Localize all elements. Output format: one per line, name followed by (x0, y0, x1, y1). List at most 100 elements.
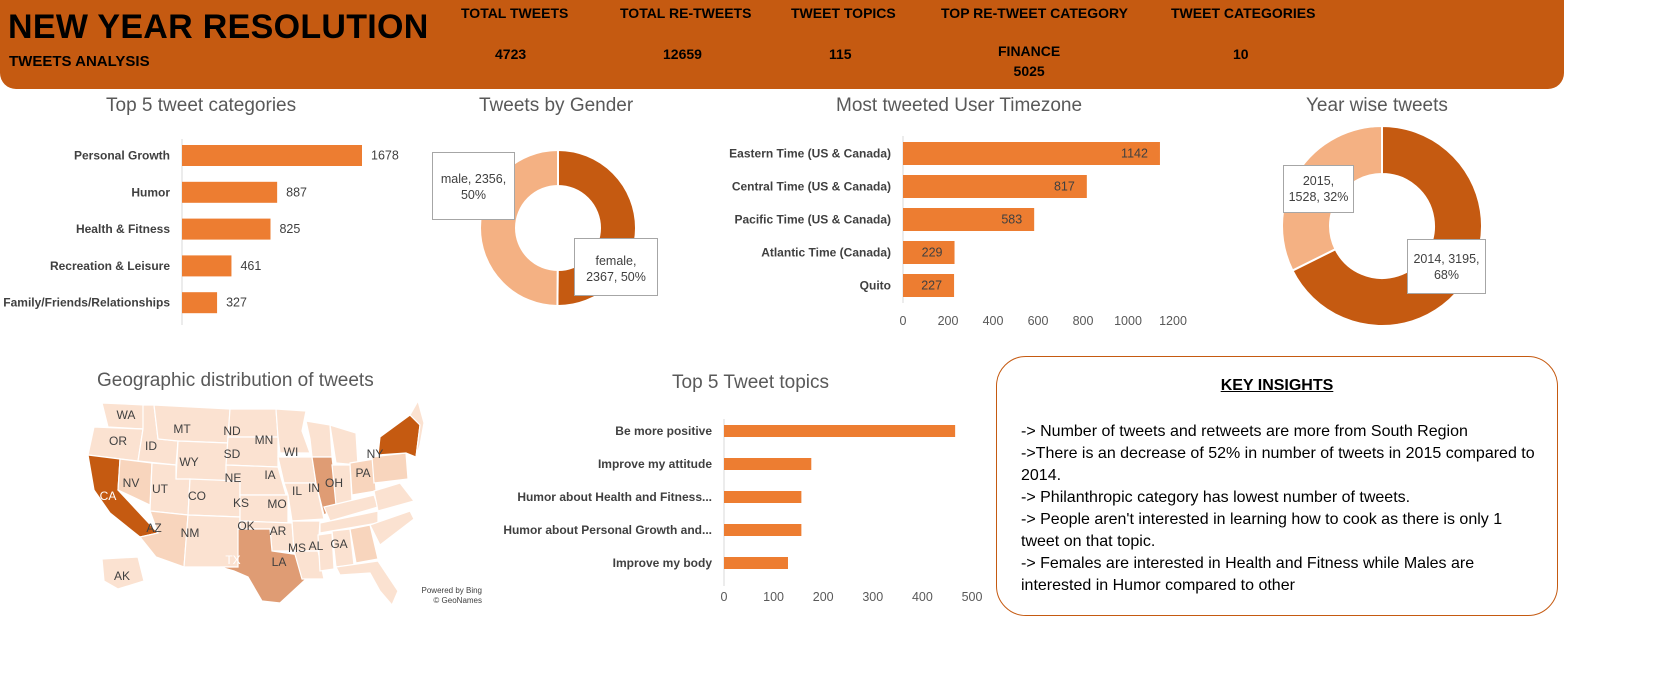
top-categories-data-label: 327 (226, 296, 247, 310)
map-label-wy: WY (179, 455, 198, 469)
map-label-or: OR (109, 434, 127, 448)
topics-bar (724, 491, 802, 503)
map-label-in: IN (308, 481, 320, 495)
top-categories-data-label: 461 (240, 259, 261, 273)
map-label-id: ID (145, 439, 157, 453)
timezone-bar (903, 175, 1087, 198)
key-insights-title: KEY INSIGHTS (1220, 377, 1334, 394)
kpi-total-retweets-label: TOTAL RE-TWEETS (620, 5, 752, 21)
topics-tick-label: 100 (763, 590, 784, 604)
key-insights-panel: KEY INSIGHTS -> Number of tweets and ret… (996, 356, 1558, 616)
gender-chart-title: Tweets by Gender (479, 95, 634, 116)
topics-category-label: Improve my attitude (598, 457, 712, 471)
top-categories-bar (182, 181, 278, 203)
map-label-pa: PA (355, 466, 370, 480)
map-label-al: AL (309, 539, 324, 553)
timezone-tick-label: 400 (983, 314, 1004, 328)
topics-bar (724, 425, 956, 437)
timezone-bar (903, 208, 1035, 231)
state-ia (277, 456, 317, 484)
map-label-az: AZ (146, 521, 161, 535)
map-label-wi: WI (284, 445, 299, 459)
state-ms (317, 532, 335, 572)
topics-chart: Be more positive Improve my attitude Humor… (503, 419, 983, 604)
top-categories-category-label: Personal Growth (74, 149, 170, 163)
timezone-tick-label: 200 (938, 314, 959, 328)
timezone-category-label: Quito (860, 279, 891, 293)
timezone-category-label: Central Time (US & Canada) (732, 180, 891, 194)
map-label-mo: MO (267, 497, 286, 511)
top-categories-category-label: Humor (131, 185, 170, 199)
timezone-data-label: 583 (1001, 213, 1022, 227)
state-mo (283, 482, 325, 522)
state-fl (335, 560, 399, 605)
state-mi (329, 424, 359, 466)
key-insights-list: -> Number of tweets and retweets are mor… (1021, 421, 1541, 597)
gender-male-callout: male, 2356, 50% (432, 152, 515, 220)
year-2015-callout: 2015, 1528, 32% (1283, 165, 1354, 213)
state-mt (153, 404, 231, 444)
timezone-data-label: 227 (921, 279, 942, 293)
timezone-bar (903, 274, 955, 297)
timezone-tick-label: 800 (1073, 314, 1094, 328)
map-label-nm: NM (181, 526, 200, 540)
topics-category-label: Humor about Health and Fitness... (517, 490, 712, 504)
map-label-ar: AR (270, 524, 287, 538)
state-ny (377, 414, 421, 458)
timezone-tick-label: 1200 (1159, 314, 1187, 328)
top-categories-bar (182, 145, 362, 166)
map-credit: Powered by Bing © GeoNames (421, 586, 482, 605)
top-categories-category-label: Recreation & Leisure (50, 259, 170, 273)
us-map: WA OR ID MT ND MN WI SD WY NE IA NV UT C… (87, 399, 425, 605)
top-categories-data-label: 825 (279, 222, 300, 236)
kpi-total-tweets-value: 4723 (495, 46, 527, 62)
map-label-co: CO (188, 489, 206, 503)
timezone-chart: Eastern Time (US & Canada) 1142 Central Ti… (729, 136, 1187, 328)
state-va-wv (373, 482, 416, 512)
dashboard-title: NEW YEAR RESOLUTION (8, 8, 429, 46)
timezone-tick-label: 0 (900, 314, 907, 328)
timezone-data-label: 1142 (1121, 147, 1148, 161)
topics-bar (724, 524, 802, 536)
kpi-top-retweet-category-label: TOP RE-TWEET CATEGORY (941, 5, 1128, 21)
map-label-ak: AK (114, 569, 130, 583)
insight-item: -> Females are interested in Health and … (1021, 555, 1475, 594)
topics-tick-label: 300 (862, 590, 883, 604)
state-mn (275, 408, 311, 454)
map-label-ca: CA (100, 489, 117, 503)
map-title: Geographic distribution of tweets (97, 370, 374, 391)
state-new-england (409, 399, 425, 458)
kpi-total-tweets-label: TOTAL TWEETS (461, 5, 569, 21)
map-label-ny: NY (367, 447, 384, 461)
top-categories-chart: Personal Growth 1678 Humor 887 Health & Fitn… (3, 139, 399, 325)
map-label-wa: WA (117, 408, 136, 422)
timezone-tick-label: 600 (1028, 314, 1049, 328)
timezone-category-label: Pacific Time (US & Canada) (735, 213, 892, 227)
kpi-tweet-categories-value: 10 (1233, 46, 1249, 62)
kpi-tweet-topics-label: TWEET TOPICS (791, 5, 896, 21)
topics-tick-label: 500 (962, 590, 983, 604)
dashboard-header: NEW YEAR RESOLUTION TWEETS ANALYSIS TOTA… (0, 0, 1564, 89)
kpi-top-retweet-category-name: FINANCE (998, 43, 1061, 59)
top-categories-data-label: 887 (286, 185, 307, 199)
gender-female-callout: female, 2367, 50% (574, 238, 658, 296)
map-label-nd: ND (223, 424, 241, 438)
dashboard-subtitle: TWEETS ANALYSIS (9, 53, 150, 70)
map-label-ks: KS (233, 496, 249, 510)
top-categories-data-label: 1678 (371, 149, 399, 163)
timezone-category-label: Atlantic Time (Canada) (761, 246, 891, 260)
map-label-sd: SD (224, 447, 241, 461)
topics-bar (724, 557, 788, 569)
timezone-bar (903, 241, 955, 264)
timezone-bar (903, 142, 1160, 165)
topics-category-label: Improve my body (613, 556, 713, 570)
kpi-tweet-topics-value: 115 (829, 46, 852, 62)
map-label-mt: MT (173, 422, 191, 436)
topics-category-label: Be more positive (615, 424, 712, 438)
insight-item: -> People aren't interested in learning … (1021, 511, 1503, 550)
topics-tick-label: 0 (721, 590, 728, 604)
map-label-oh: OH (325, 476, 343, 490)
timezone-data-label: 229 (922, 246, 943, 260)
insight-item: ->There is an decrease of 52% in number … (1021, 445, 1535, 484)
kpi-top-retweet-category-value: FINANCE 5025 (998, 42, 1060, 81)
